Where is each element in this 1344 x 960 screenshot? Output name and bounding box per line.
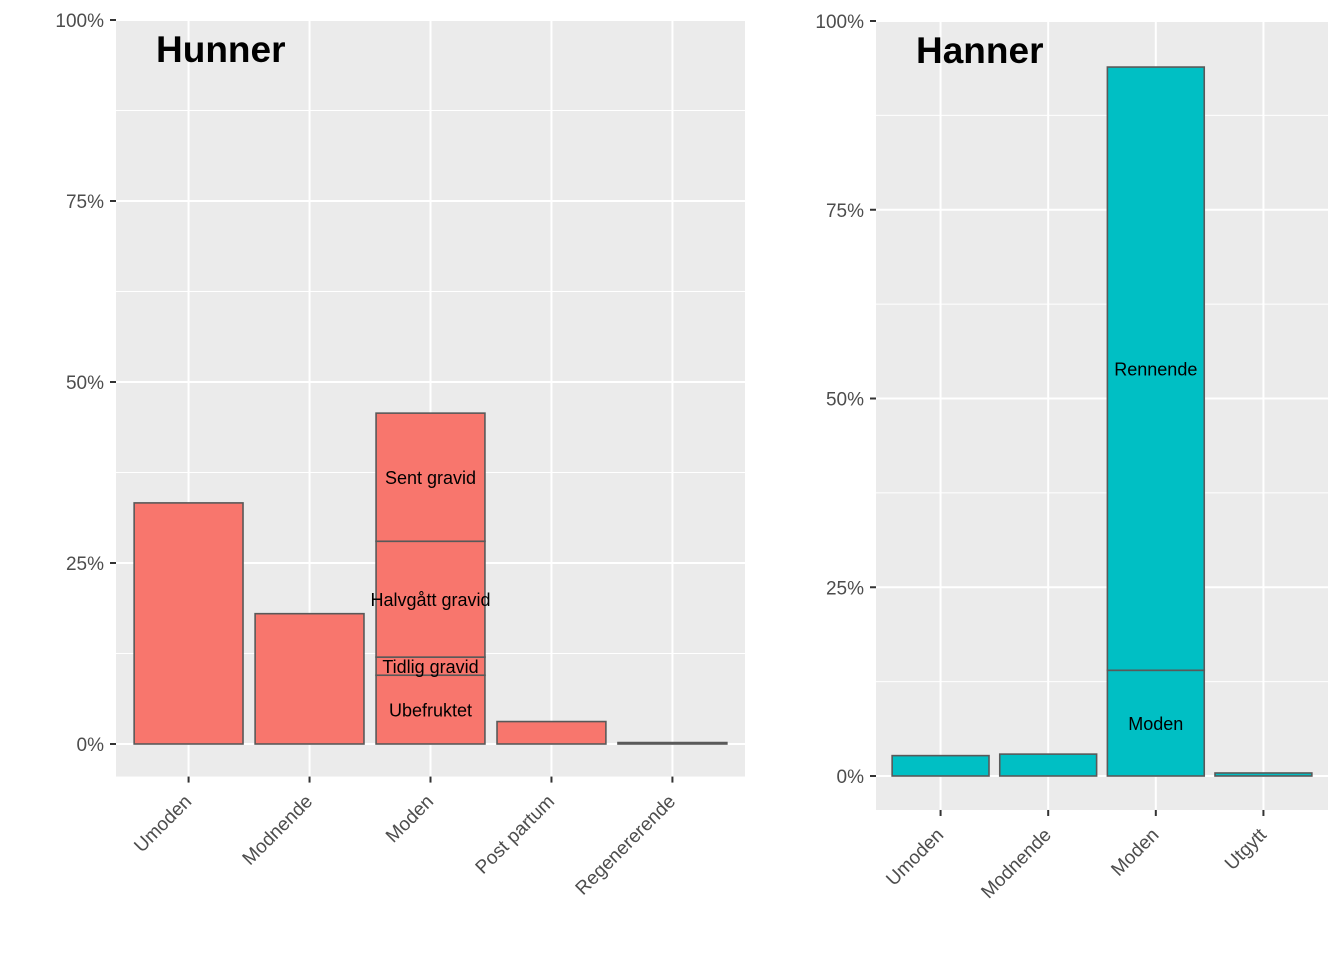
x-tick-label: Umoden — [882, 825, 948, 891]
bar-modnende-seg-0 — [998, 753, 1098, 777]
y-tick-label: 100% — [55, 11, 104, 32]
panel-title: Hunner — [156, 29, 286, 70]
segment-label: Halvgått gravid — [370, 590, 490, 610]
y-tick-label: 75% — [826, 201, 864, 222]
bar-moden-seg-0 — [375, 674, 486, 745]
x-tick-label: Post partum — [472, 791, 559, 878]
y-tick-label: 25% — [66, 554, 104, 575]
y-tick-label: 50% — [66, 373, 104, 394]
x-tick-label: Utgytt — [1221, 824, 1271, 874]
x-tick-label: Modnende — [239, 791, 317, 869]
bar-post-partum-seg-0 — [496, 720, 607, 745]
x-tick-label: Umoden — [130, 791, 196, 857]
bar-moden-seg-0 — [1106, 669, 1206, 777]
bar-moden-seg-2 — [375, 540, 486, 658]
segment-label: Rennende — [1114, 360, 1197, 380]
segment-label: Sent gravid — [385, 468, 476, 488]
y-tick-label: 50% — [826, 390, 864, 411]
bar-utgytt-seg-0 — [1214, 772, 1313, 777]
y-tick-label: 75% — [66, 192, 104, 213]
y-tick-label: 100% — [815, 12, 864, 33]
bar-regenererende-seg-0 — [617, 741, 728, 745]
bar-umoden-seg-0 — [133, 502, 244, 745]
bar-moden-seg-3 — [375, 412, 486, 543]
segment-label: Moden — [1128, 714, 1183, 734]
y-tick-label: 0% — [837, 767, 865, 788]
bar-moden-seg-1 — [1106, 66, 1206, 672]
bar-umoden-seg-0 — [891, 754, 990, 777]
y-tick-label: 25% — [826, 578, 864, 599]
x-tick-label: Regenererende — [572, 791, 680, 899]
x-tick-label: Moden — [382, 791, 438, 847]
segment-label: Tidlig gravid — [382, 657, 478, 677]
x-tick-label: Moden — [1107, 825, 1163, 881]
x-tick-label: Modnende — [977, 825, 1055, 903]
segment-label: Ubefruktet — [389, 701, 472, 721]
bar-modnende-seg-0 — [254, 612, 365, 745]
panel-title: Hanner — [916, 30, 1043, 71]
y-tick-label: 0% — [77, 735, 105, 756]
panel-hanner: Moden Rennende 0% 25% 50% 75% 100% Umoden Modnen… — [815, 12, 1328, 903]
plot-background — [876, 21, 1328, 810]
panel-hunner: Ubefruktet Tidlig gravid Halvgått gravid Se… — [55, 11, 745, 899]
